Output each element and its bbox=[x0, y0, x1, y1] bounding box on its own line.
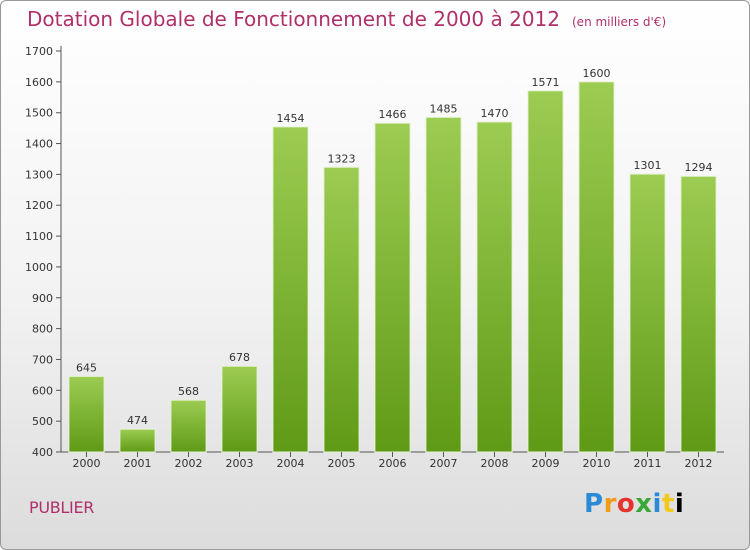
y-tick-label: 800 bbox=[32, 323, 53, 336]
chart-unit: (en milliers d'€) bbox=[572, 15, 667, 29]
bar bbox=[629, 173, 666, 453]
x-tick-label: 2007 bbox=[430, 457, 458, 470]
y-tick-label: 400 bbox=[32, 446, 53, 459]
logo-letter: o bbox=[616, 489, 636, 519]
logo-letter: r bbox=[603, 489, 617, 519]
logo-letter: i bbox=[674, 489, 685, 519]
bar bbox=[272, 126, 309, 453]
y-tick-label: 600 bbox=[32, 384, 53, 397]
bar-value-label: 1323 bbox=[328, 152, 356, 165]
bar bbox=[323, 166, 360, 453]
logo-letter: P bbox=[584, 489, 604, 519]
y-tick-label: 1600 bbox=[25, 76, 53, 89]
logo-letter: t bbox=[661, 489, 675, 519]
x-tick-label: 2009 bbox=[532, 457, 560, 470]
bar-value-label: 1301 bbox=[634, 159, 662, 172]
x-tick-label: 2010 bbox=[583, 457, 611, 470]
bar-value-label: 1294 bbox=[685, 161, 713, 174]
bar-value-label: 474 bbox=[127, 414, 148, 427]
bar bbox=[425, 116, 462, 453]
bar bbox=[476, 121, 513, 453]
bar bbox=[527, 90, 564, 453]
bar bbox=[680, 175, 717, 453]
bar-value-label: 678 bbox=[229, 351, 250, 364]
bar-value-label: 1466 bbox=[379, 108, 407, 121]
bar bbox=[374, 122, 411, 453]
y-tick-label: 500 bbox=[32, 415, 53, 428]
chart-title: Dotation Globale de Fonctionnement de 20… bbox=[27, 7, 666, 31]
x-tick-label: 2003 bbox=[226, 457, 254, 470]
bar-value-label: 1485 bbox=[430, 102, 458, 115]
bar bbox=[221, 365, 258, 453]
bar-value-label: 1571 bbox=[532, 76, 560, 89]
x-tick-label: 2001 bbox=[124, 457, 152, 470]
x-tick-label: 2006 bbox=[379, 457, 407, 470]
chart-title-text: Dotation Globale de Fonctionnement de 20… bbox=[27, 7, 560, 31]
bar-value-label: 568 bbox=[178, 385, 199, 398]
y-tick-label: 1200 bbox=[25, 199, 53, 212]
proxiti-logo: Proxiti bbox=[584, 489, 684, 519]
bar bbox=[68, 375, 105, 453]
bar bbox=[578, 81, 615, 453]
x-tick-label: 2002 bbox=[175, 457, 203, 470]
bar-value-label: 1470 bbox=[481, 107, 509, 120]
x-tick-label: 2008 bbox=[481, 457, 509, 470]
x-tick-label: 2012 bbox=[685, 457, 713, 470]
logo-letter: i bbox=[652, 489, 662, 519]
x-tick-label: 2000 bbox=[73, 457, 101, 470]
y-tick-label: 1000 bbox=[25, 261, 53, 274]
bar-value-label: 1600 bbox=[583, 67, 611, 80]
bar-value-label: 645 bbox=[76, 361, 97, 374]
x-tick-label: 2011 bbox=[634, 457, 662, 470]
bar bbox=[170, 399, 207, 453]
town-name: PUBLIER bbox=[29, 498, 95, 517]
logo-letter: x bbox=[635, 489, 653, 519]
y-tick-label: 1300 bbox=[25, 168, 53, 181]
bar bbox=[119, 428, 156, 453]
bar-value-label: 1454 bbox=[277, 112, 305, 125]
y-tick-label: 1100 bbox=[25, 230, 53, 243]
x-tick-label: 2004 bbox=[277, 457, 305, 470]
y-tick-label: 700 bbox=[32, 353, 53, 366]
y-tick-label: 1500 bbox=[25, 107, 53, 120]
x-tick-label: 2005 bbox=[328, 457, 356, 470]
y-tick-label: 900 bbox=[32, 292, 53, 305]
y-tick-label: 1700 bbox=[25, 45, 53, 58]
y-tick-label: 1400 bbox=[25, 138, 53, 151]
